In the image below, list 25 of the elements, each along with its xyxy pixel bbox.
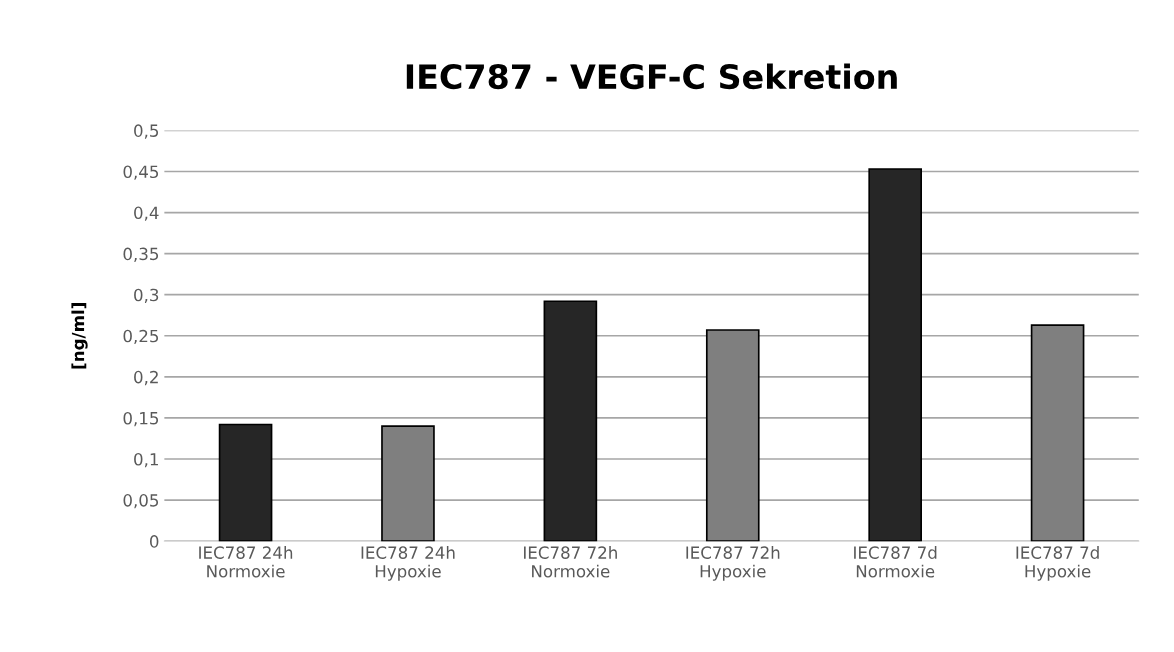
x-tick-label: IEC787 72h Normoxie xyxy=(524,546,617,578)
x-tick-label: IEC787 24h Normoxie xyxy=(199,546,293,578)
bar xyxy=(868,168,922,542)
y-tick-label: 0,15 xyxy=(123,411,159,427)
y-tick-label: 0,1 xyxy=(134,452,158,468)
y-axis-title: [ng/ml] xyxy=(71,303,88,369)
x-tick-label: IEC787 72h Hypoxie xyxy=(686,546,780,581)
x-tick-label: IEC787 7d Normoxie xyxy=(854,546,937,578)
y-tick-label: 0,3 xyxy=(134,288,159,303)
y-tick-label: 0,35 xyxy=(123,247,159,262)
chart-title: IEC787 - VEGF-C Sekretion xyxy=(406,63,897,90)
x-tick-label: IEC787 24h Hypoxie xyxy=(361,546,455,581)
y-tick-label: 0,45 xyxy=(123,165,159,180)
bar xyxy=(1030,324,1085,542)
y-tick-label: 0 xyxy=(149,535,159,548)
bar xyxy=(543,300,598,542)
x-tick-label: IEC787 7d Hypoxie xyxy=(1016,546,1099,581)
bar xyxy=(218,423,273,542)
y-tick-label: 0,5 xyxy=(134,124,159,139)
y-tick-label: 0,2 xyxy=(134,370,158,386)
bar xyxy=(381,425,435,542)
y-tick-label: 0,25 xyxy=(123,329,159,345)
y-tick-label: 0,4 xyxy=(134,206,159,221)
y-tick-label: 0,05 xyxy=(123,494,159,509)
bar xyxy=(705,329,760,542)
